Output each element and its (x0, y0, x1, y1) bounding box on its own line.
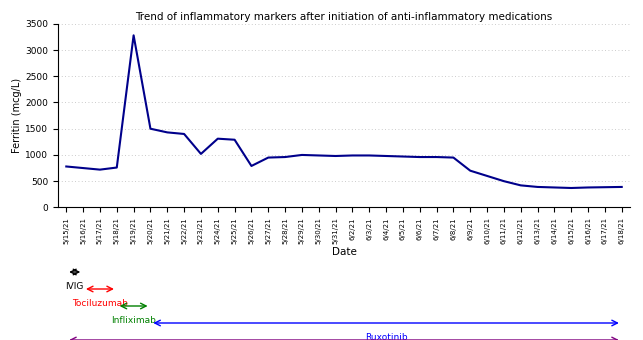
X-axis label: Date: Date (332, 247, 356, 257)
Text: Ruxotinib: Ruxotinib (365, 333, 408, 340)
Text: IVIG: IVIG (66, 282, 84, 291)
Y-axis label: Ferritin (mcg/L): Ferritin (mcg/L) (12, 78, 23, 153)
Text: Tociluzumab: Tociluzumab (72, 299, 128, 308)
Title: Trend of inflammatory markers after initiation of anti-inflammatory medications: Trend of inflammatory markers after init… (136, 12, 552, 22)
Text: Infliximab: Infliximab (111, 316, 156, 325)
